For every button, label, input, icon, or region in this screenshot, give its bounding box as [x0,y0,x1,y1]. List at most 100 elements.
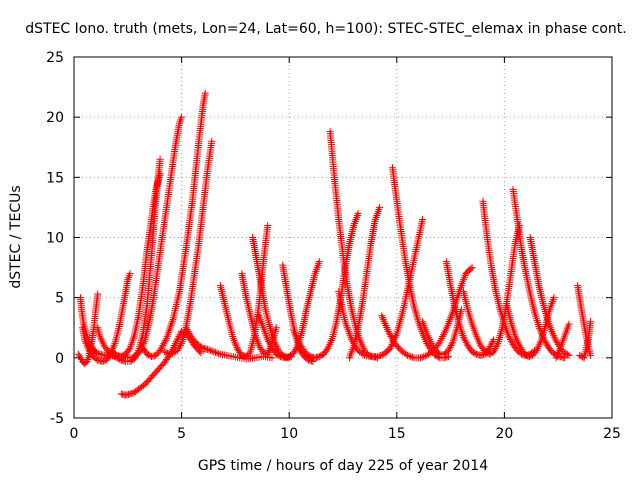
data-point [117,353,125,361]
data-point [461,337,469,345]
data-point [375,352,383,360]
data-point [128,354,136,362]
x-tick-label: 20 [495,426,513,442]
series-10 [182,324,276,363]
data-point [377,351,385,359]
y-tick-label: 15 [46,170,64,186]
data-point [491,346,499,354]
data-point [130,353,138,361]
data-point [230,336,238,344]
x-axis-label: GPS time / hours of day 225 of year 2014 [198,458,488,474]
data-point [196,343,204,351]
series-5 [109,170,164,361]
data-point [387,342,395,350]
data-point [487,341,495,349]
data-point [196,348,204,356]
x-tick-label: 0 [70,426,79,442]
data-point [81,338,89,346]
data-point [272,350,280,358]
data-point [167,350,175,358]
data-point [208,137,216,145]
data-point [134,350,142,358]
data-point [156,170,164,178]
data-point [93,349,101,357]
data-point [174,345,182,353]
data-point [82,359,90,367]
data-point [460,333,468,341]
data-point [408,353,416,361]
data-point [444,353,452,361]
data-point [586,318,594,326]
data-point [208,347,216,355]
data-point [125,346,133,354]
data-point [213,349,221,357]
data-point [515,342,523,350]
data-point [445,345,453,353]
data-point [535,323,543,331]
data-point [378,351,386,359]
series-27 [503,294,558,361]
data-point [92,355,100,363]
data-point [448,340,456,348]
data-point [274,351,282,359]
data-point [447,342,455,350]
data-point [405,352,413,360]
y-tick-label: 10 [46,231,64,247]
data-point [491,344,499,352]
series-9 [160,137,216,358]
data-point [490,348,498,356]
data-point [186,331,194,339]
data-point [265,337,273,345]
data-point [119,352,127,360]
data-point [386,344,394,352]
data-point [506,334,514,342]
data-point [173,347,181,355]
data-point [506,336,514,344]
data-point [552,337,560,345]
data-point [94,290,102,298]
data-point [420,353,428,361]
data-point [481,348,489,356]
data-point [182,324,190,332]
data-point [317,352,325,360]
data-point [175,343,183,351]
data-point [168,349,176,357]
x-tick-label: 25 [603,426,621,442]
series-8 [139,89,209,361]
data-point [255,342,263,350]
y-tick-label: 5 [55,291,64,307]
data-point [257,345,265,353]
data-point [416,354,424,362]
data-point [493,341,501,349]
data-point [421,352,429,360]
axes: 0 5 10 15 20 25 -5 0 5 10 15 20 25 [46,50,621,442]
data-point [145,351,153,359]
data-point [565,320,573,328]
data-point [468,348,476,356]
series-16 [290,209,362,362]
data-point [434,349,442,357]
data-point [444,347,452,355]
data-point [231,340,239,348]
data-point [126,270,134,278]
data-point [81,336,89,344]
data-point [268,354,276,362]
data-point [75,352,83,360]
data-point [143,350,151,358]
data-point [487,349,495,357]
series-6 [124,113,186,362]
series-19 [345,203,384,362]
data-point [565,351,573,359]
data-point [162,348,170,356]
series-31 [576,318,594,362]
data-point [517,344,525,352]
data-points [74,89,594,399]
data-point [229,335,237,343]
data-point [528,351,536,359]
data-point [492,343,500,351]
data-point [153,350,161,358]
data-point [290,349,298,357]
data-point [178,113,186,121]
data-point [210,348,218,356]
